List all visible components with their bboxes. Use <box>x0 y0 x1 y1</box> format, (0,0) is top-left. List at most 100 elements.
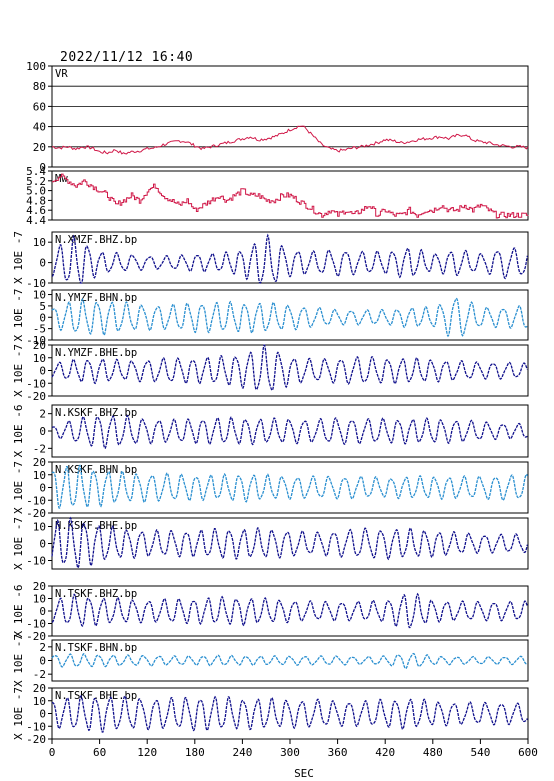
panel-mw: 5.45.25.04.84.64.4Mw <box>26 165 529 227</box>
series-line-ymzf_bhe <box>51 344 528 392</box>
series-line-mw <box>52 173 529 219</box>
panel-tskf_bhn: 20-2 N.TSKF.BHN.bp X 10E -7 <box>12 634 529 687</box>
x-tick-label: 480 <box>423 746 443 759</box>
y-tick-label: -20 <box>26 507 46 520</box>
y-axis-label: X 10E -7 <box>12 461 25 514</box>
y-tick-label: 20 <box>33 339 46 352</box>
y-tick-label: 10 <box>33 352 46 365</box>
y-tick-label: -20 <box>26 733 46 746</box>
y-tick-label: 0 <box>39 482 46 495</box>
x-tick-label: 540 <box>470 746 490 759</box>
y-tick-label: 4.8 <box>26 194 46 207</box>
y-axis-label: X 10E -6 <box>12 405 25 458</box>
panel-frame <box>51 65 529 168</box>
panel-label: N.YMZF.BHN.bp <box>55 292 137 304</box>
y-tick-label: -5 <box>33 323 46 336</box>
panel-frame <box>51 231 529 284</box>
panel-label: N.TSKF.BHN.bp <box>55 642 137 654</box>
series-line-kskf_bhz <box>51 414 528 449</box>
x-tick-label: 360 <box>328 746 348 759</box>
x-tick-label: 420 <box>375 746 395 759</box>
x-tick-label: 120 <box>137 746 157 759</box>
y-tick-label: 0 <box>39 311 46 324</box>
panel-label: N.KSKF.BHE.bp <box>55 520 137 532</box>
y-tick-label: 10 <box>33 236 46 249</box>
x-tick-label: 600 <box>518 746 538 759</box>
y-tick-label: -10 <box>26 377 46 390</box>
y-tick-label: -2 <box>33 668 46 681</box>
x-tick-label: 60 <box>93 746 106 759</box>
y-tick-label: -20 <box>26 630 46 643</box>
series-line-vr <box>52 125 529 155</box>
x-tick-label: 180 <box>185 746 205 759</box>
y-axis-label: X 10E -7 <box>12 344 25 397</box>
y-tick-label: 5.4 <box>26 165 46 178</box>
series-line-tskf_bhz <box>51 592 529 629</box>
y-axis-label: X 10E -7 <box>12 634 25 687</box>
y-tick-label: 20 <box>33 580 46 593</box>
y-tick-label: 10 <box>33 593 46 606</box>
y-tick-label: 10 <box>33 695 46 708</box>
series-line-ymzf_bhn <box>51 297 528 338</box>
date-time-label: 2022/11/12 16:40 <box>60 50 194 65</box>
panel-label: N.YMZF.BHE.bp <box>55 347 137 359</box>
y-tick-label: 0 <box>39 605 46 618</box>
panel-label: N.KSKF.BHN.bp <box>55 464 137 476</box>
y-tick-label: -10 <box>26 334 46 347</box>
y-axis-label: X 10E -7 <box>12 517 25 570</box>
y-tick-label: 10 <box>33 469 46 482</box>
y-axis-label: X 10E -7 <box>12 289 25 342</box>
y-tick-label: 0 <box>39 365 46 378</box>
y-axis-label: X 10E -7 <box>12 687 25 740</box>
y-tick-label: 0 <box>39 257 46 270</box>
y-axis-label: X 10E -6 <box>12 585 25 638</box>
panel-label: VR <box>55 68 68 80</box>
x-axis-label: SEC <box>294 767 314 780</box>
y-tick-label: 10 <box>33 521 46 534</box>
y-tick-label: 0 <box>39 538 46 551</box>
y-tick-label: 100 <box>26 60 46 73</box>
panel-xmzf_bhz: 10 0 -10 N.XMZF.BHZ.bp X 10E -7 <box>12 231 529 290</box>
panel-label: N.TSKF.BHZ.bp <box>55 588 137 600</box>
y-tick-label: 5 <box>39 300 46 313</box>
y-tick-label: -10 <box>26 720 46 733</box>
panel-vr: 100 80 60 40 20 0 VR <box>26 60 529 174</box>
y-tick-label: 0 <box>39 655 46 668</box>
x-tick-label: 0 <box>49 746 56 759</box>
y-tick-label: 4.4 <box>26 214 46 227</box>
panel-frame <box>51 170 529 221</box>
y-tick-label: 5.2 <box>26 175 46 188</box>
y-tick-label: -10 <box>26 555 46 568</box>
y-tick-label: 40 <box>33 121 46 134</box>
y-tick-label: 0 <box>39 425 46 438</box>
series-line-tskf_bhn <box>51 652 528 670</box>
panel-label: N.TSKF.BHE.bp <box>55 690 137 702</box>
panel-kskf_bhz: 2 0 -2 N.KSKF.BHZ.bp X 10E -6 <box>12 404 529 458</box>
y-tick-label: 20 <box>33 456 46 469</box>
y-tick-label: 20 <box>33 682 46 695</box>
x-tick-label: 240 <box>232 746 252 759</box>
series-line-xmzf_bhz <box>51 233 529 284</box>
panel-kskf_bhe: 10 0 -10 N.KSKF.BHE.bp X 10E -7 <box>12 516 529 570</box>
series-line-tskf_bhe <box>52 695 528 733</box>
y-tick-label: -10 <box>26 494 46 507</box>
y-tick-label: 2 <box>39 408 46 421</box>
y-tick-label: 10 <box>33 289 46 302</box>
x-tick-label: 300 <box>280 746 300 759</box>
y-tick-label: -10 <box>26 277 46 290</box>
y-tick-label: -20 <box>26 390 46 403</box>
series-line-kskf_bhn <box>51 464 528 509</box>
panel-frame <box>51 289 529 341</box>
y-tick-label: 0 <box>39 708 46 721</box>
y-axis-label: X 10E -7 <box>12 231 25 284</box>
y-tick-label: 4.6 <box>26 204 46 217</box>
y-tick-label: 5.0 <box>26 185 46 198</box>
panel-label: N.KSKF.BHZ.bp <box>55 407 137 419</box>
y-tick-label: 20 <box>33 141 46 154</box>
